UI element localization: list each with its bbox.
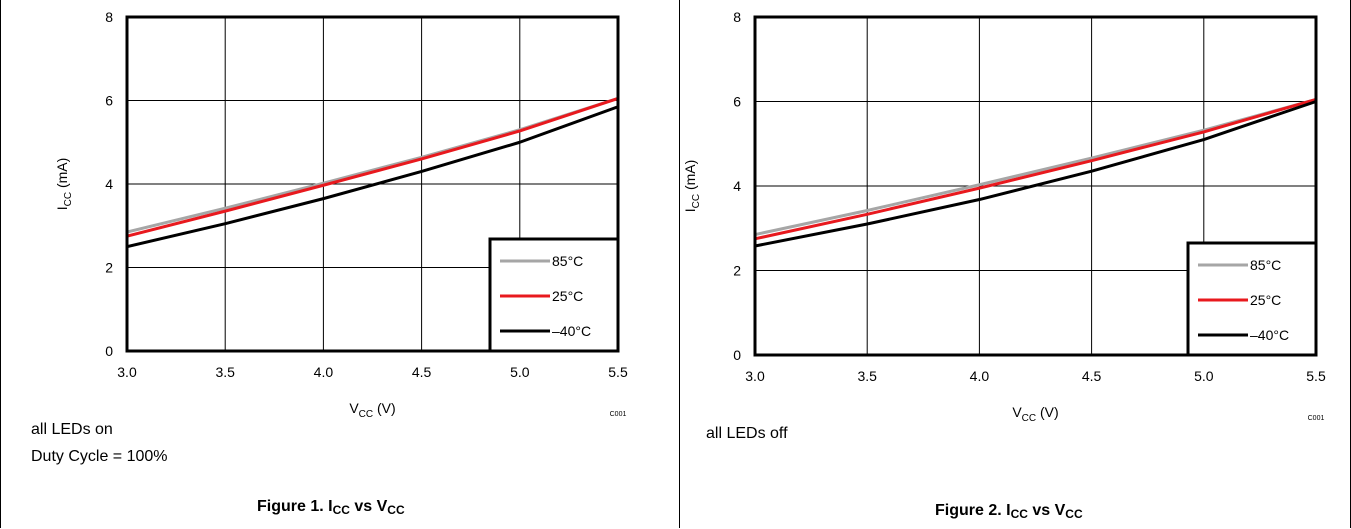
series-line-1 [126, 96, 619, 234]
y-tick-label: 6 [105, 93, 113, 109]
figure-1-notes: all LEDs on Duty Cycle = 100% [31, 416, 168, 470]
x-axis-label-main: V [1012, 404, 1022, 420]
x-axis-label-main: V [349, 400, 359, 416]
x-tick-label: 4.5 [1082, 368, 1102, 384]
x-axis-label-unit: (V) [1036, 404, 1059, 420]
figure-2-note-line: all LEDs off [706, 425, 788, 442]
plot-frame [753, 15, 1318, 357]
figure-1-panel: 3.0 3.5 4.0 4.5 5.0 5.5 0 2 4 6 8 VCC (V) ICC (mA) C0… [0, 0, 680, 528]
plot-frame [125, 15, 620, 353]
caption-subscript: CC [1010, 507, 1028, 521]
x-tick-label: 5.5 [608, 364, 628, 380]
series-line-3 [754, 100, 1317, 248]
y-tick-label: 2 [733, 263, 741, 279]
x-tick-label: 5.5 [1306, 368, 1326, 384]
series-line-2 [126, 96, 619, 238]
y-axis-label-subscript: CC [63, 192, 74, 206]
x-tick-label: 4.0 [970, 368, 990, 384]
x-axis-label: VCC (V) [1012, 404, 1058, 424]
caption-text: Figure 1. I [257, 498, 333, 515]
x-tick-label: 3.5 [857, 368, 877, 384]
legend-label-3: –40°C [552, 323, 591, 339]
figure-1-caption: Figure 1. ICC vs VCC [257, 498, 405, 517]
legend-label-1: 85°C [552, 253, 583, 269]
figure-code: C001 [1308, 415, 1325, 422]
caption-text: vs V [349, 498, 388, 515]
caption-subscript: CC [332, 503, 350, 517]
y-axis-label: ICC (mA) [54, 158, 74, 211]
x-tick-label: 4.5 [412, 364, 432, 380]
caption-text: vs V [1027, 502, 1066, 519]
legend-label-3: –40°C [1250, 327, 1289, 343]
caption-subscript: CC [387, 503, 405, 517]
legend-label-2: 25°C [552, 288, 583, 304]
caption-text: Figure 2. I [935, 502, 1011, 519]
y-tick-label: 0 [733, 347, 741, 363]
series-line-1 [754, 97, 1317, 237]
y-tick-label: 8 [105, 9, 113, 25]
y-tick-label: 0 [105, 343, 113, 359]
figure-1-note-line: Duty Cycle = 100% [31, 448, 168, 465]
x-tick-label: 4.0 [314, 364, 334, 380]
y-axis-label: ICC (mA) [682, 160, 702, 213]
figure-code: C001 [610, 411, 627, 418]
y-axis-label-main: I [54, 206, 70, 210]
y-axis-label-subscript: CC [691, 194, 702, 208]
figure-2-notes: all LEDs off [706, 420, 788, 447]
y-tick-label: 4 [733, 178, 741, 194]
figure-2-caption: Figure 2. ICC vs VCC [935, 502, 1083, 521]
figure-1-note-line: all LEDs on [31, 421, 113, 438]
legend-label-1: 85°C [1250, 257, 1281, 273]
x-axis-label-unit: (V) [373, 400, 396, 416]
x-axis-label: VCC (V) [349, 400, 395, 420]
x-tick-label: 5.0 [510, 364, 530, 380]
x-tick-label: 3.5 [215, 364, 235, 380]
x-tick-label: 3.0 [745, 368, 765, 384]
x-tick-label: 3.0 [117, 364, 137, 380]
series-line-3 [126, 105, 619, 249]
x-axis-label-subscript: CC [359, 409, 373, 420]
y-axis-label-unit: (mA) [54, 158, 70, 192]
y-tick-label: 6 [733, 94, 741, 110]
y-tick-label: 4 [105, 176, 113, 192]
legend-label-2: 25°C [1250, 292, 1281, 308]
figure-2-panel: 3.0 3.5 4.0 4.5 5.0 5.5 0 2 4 6 8 VCC (V) ICC (mA) C0… [679, 0, 1351, 528]
y-axis-label-unit: (mA) [682, 160, 698, 194]
y-axis-label-main: I [682, 208, 698, 212]
x-axis-label-subscript: CC [1022, 413, 1036, 424]
x-tick-label: 5.0 [1194, 368, 1214, 384]
y-tick-label: 8 [733, 9, 741, 25]
y-tick-label: 2 [105, 260, 113, 276]
series-line-2 [754, 97, 1317, 241]
caption-subscript: CC [1065, 507, 1083, 521]
